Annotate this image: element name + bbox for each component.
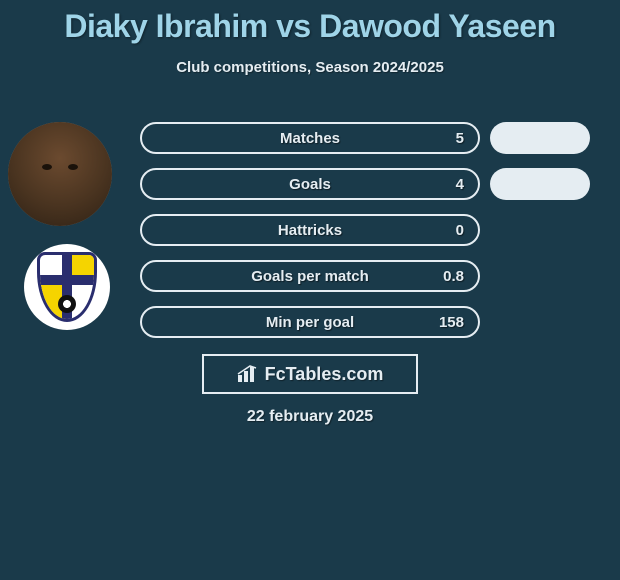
player2-avatar <box>24 244 110 330</box>
stat-label: Min per goal <box>266 314 354 331</box>
page-title: Diaky Ibrahim vs Dawood Yaseen <box>0 0 620 45</box>
stat-label: Matches <box>280 130 340 147</box>
club-crest <box>37 252 97 322</box>
stat-row: Hattricks 0 <box>140 214 480 246</box>
stat-pill <box>490 122 590 154</box>
branding-box[interactable]: FcTables.com <box>202 354 418 394</box>
player1-avatar <box>8 122 112 226</box>
stat-row: Matches 5 <box>140 122 480 154</box>
stat-row: Goals per match 0.8 <box>140 260 480 292</box>
stat-label: Hattricks <box>278 222 342 239</box>
stat-right-value: 0.8 <box>434 268 464 285</box>
bar-chart-icon <box>237 365 259 383</box>
subtitle: Club competitions, Season 2024/2025 <box>0 59 620 76</box>
stat-pill <box>490 168 590 200</box>
stat-right-value: 158 <box>434 314 464 331</box>
player1-face-placeholder <box>8 122 112 226</box>
pills-column <box>490 122 590 200</box>
stat-right-value: 4 <box>434 176 464 193</box>
stat-right-value: 5 <box>434 130 464 147</box>
stat-right-value: 0 <box>434 222 464 239</box>
branding-text: FcTables.com <box>265 364 384 385</box>
stat-label: Goals <box>289 176 331 193</box>
date-text: 22 february 2025 <box>247 408 373 426</box>
avatars-column <box>8 122 112 330</box>
stat-label: Goals per match <box>251 268 369 285</box>
stat-row: Min per goal 158 <box>140 306 480 338</box>
stats-column: Matches 5 Goals 4 Hattricks 0 Goals per … <box>140 122 480 338</box>
stat-row: Goals 4 <box>140 168 480 200</box>
